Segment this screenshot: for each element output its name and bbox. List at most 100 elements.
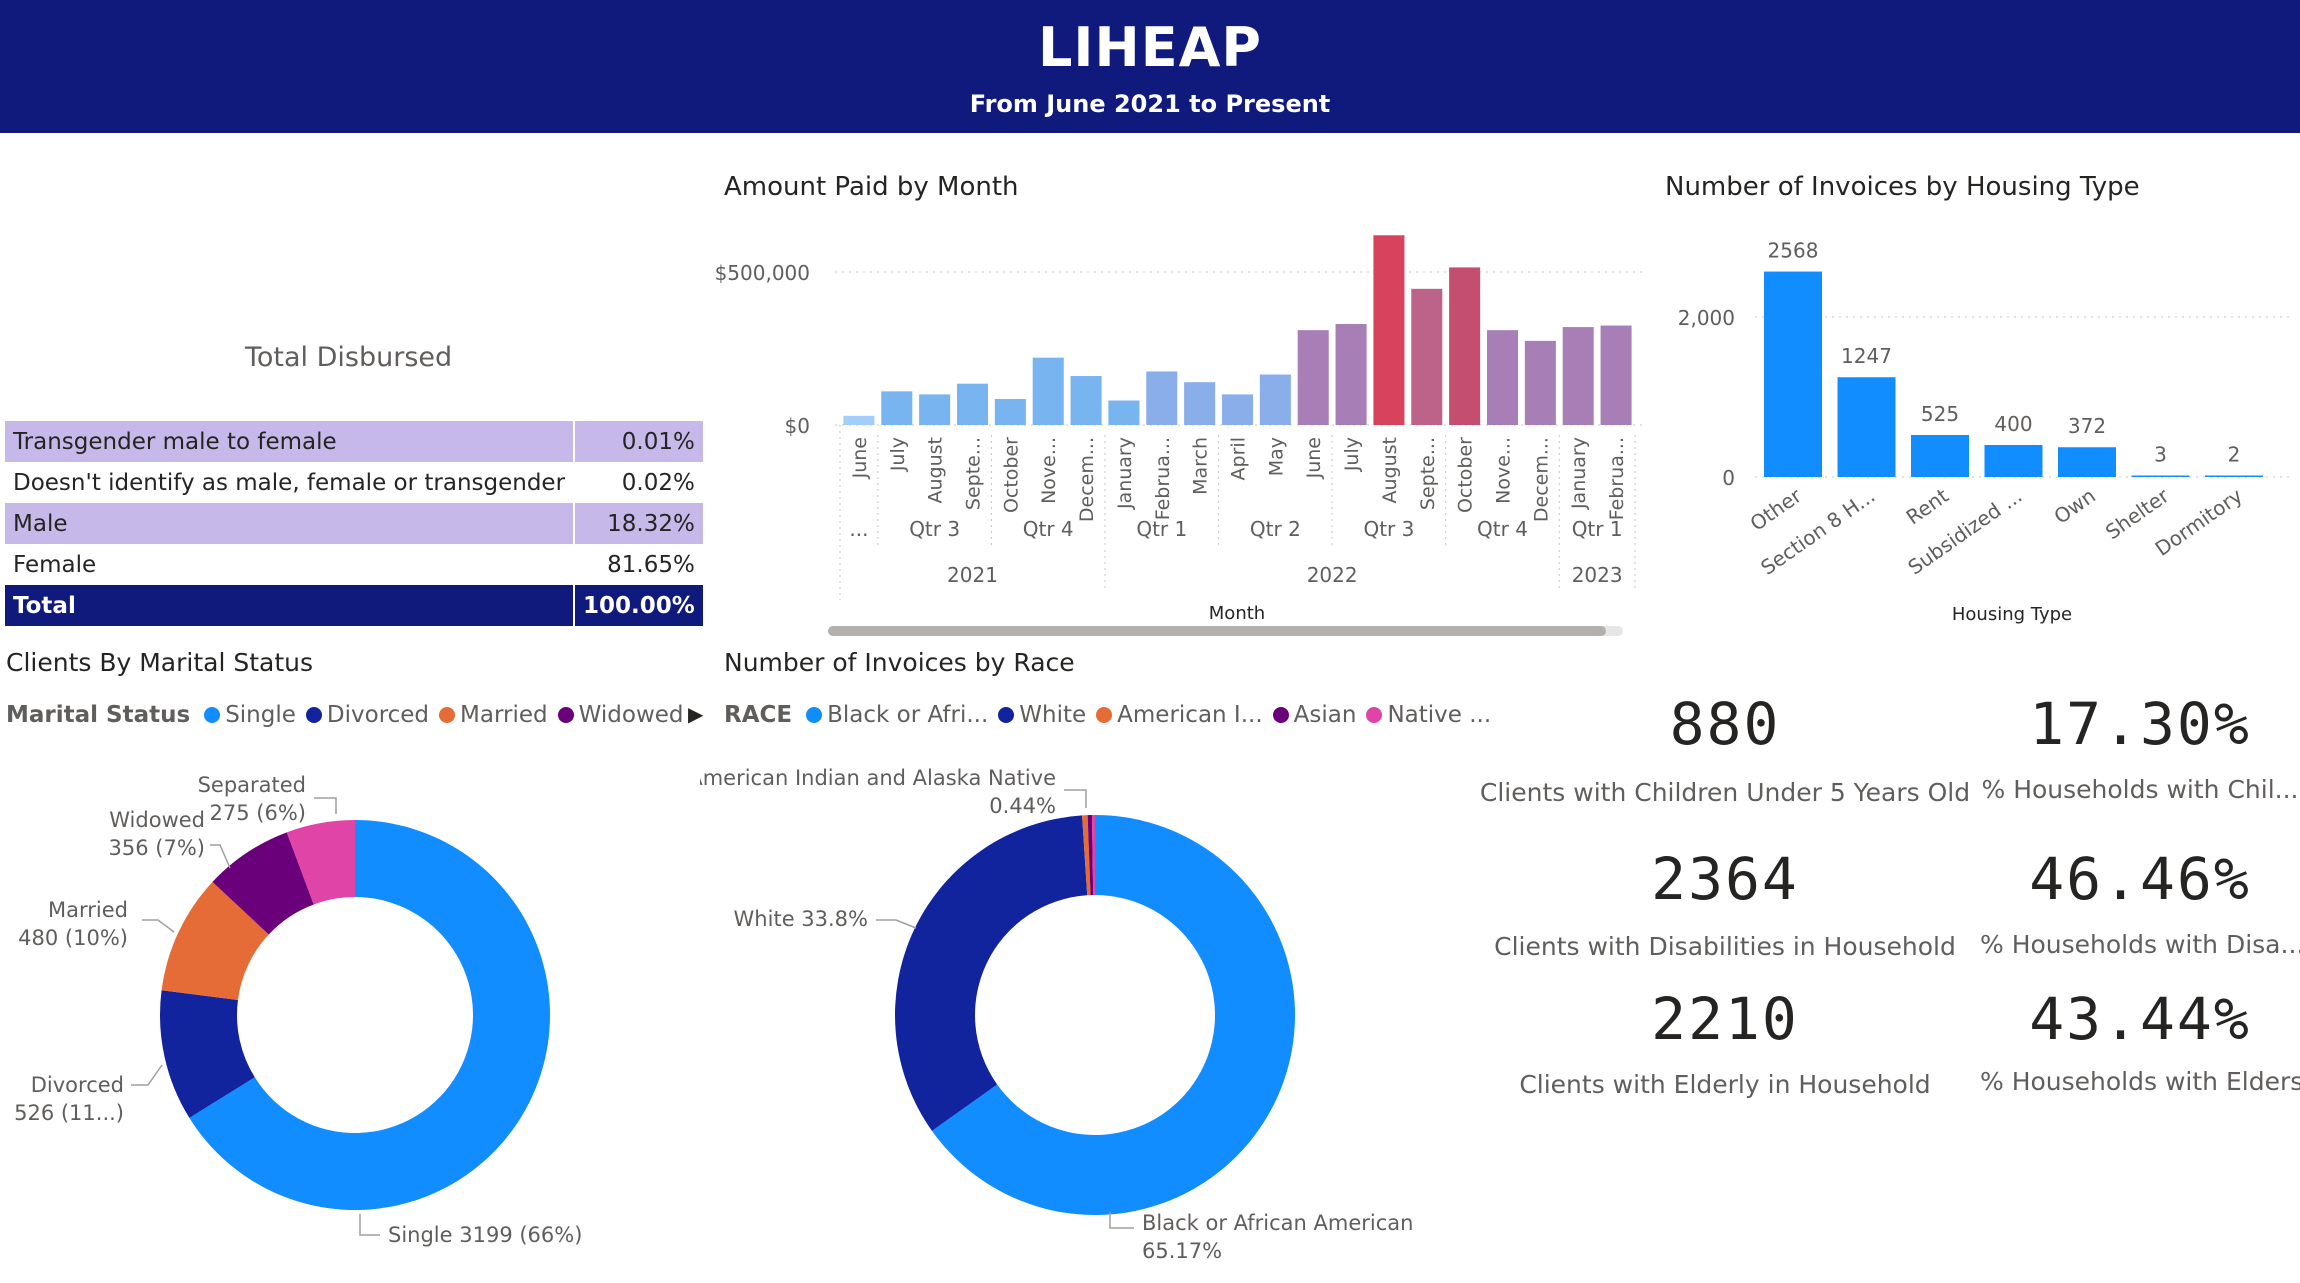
slice-label: Black or African American [1142, 1211, 1413, 1235]
donut-slice [189, 820, 550, 1210]
slice-label: White 33.8% [734, 907, 868, 931]
kpi-label-children-pct: % Households with Chil... [1981, 775, 2299, 804]
quarter-label: Qtr 1 [1136, 517, 1187, 541]
table-row[interactable]: Transgender male to female 0.01% [5, 421, 703, 462]
slice-label: Single 3199 (66%) [388, 1223, 582, 1247]
bar [1259, 374, 1291, 425]
gender-value: 0.01% [573, 421, 703, 462]
report-title: LIHEAP [1038, 16, 1262, 79]
leader-line [359, 1214, 380, 1236]
x-tick-label: Own [2049, 483, 2099, 528]
chevron-right-icon[interactable]: ▶ [688, 702, 704, 726]
year-label: 2021 [947, 563, 998, 587]
donut-slice [286, 820, 355, 905]
donut-slice [159, 990, 255, 1118]
marital-donut-chart: Separated 275 (6%)Widowed 356 (7%) Married 4… [14, 773, 582, 1247]
gender-value: 18.32% [573, 503, 703, 544]
table-row[interactable]: Female 81.65% [5, 544, 703, 585]
kpi-value-children: 880 [1669, 690, 1781, 758]
bar [1524, 340, 1556, 425]
bar [2205, 475, 2263, 477]
legend-item-single[interactable]: Single [204, 702, 296, 728]
bar [1146, 371, 1178, 425]
x-tick-label: Nove... [1493, 437, 1515, 504]
quarter-label: Qtr 3 [909, 517, 960, 541]
x-tick-label: January [1568, 437, 1590, 510]
legend-dot [1096, 707, 1113, 723]
x-tick-label: October [1455, 437, 1477, 513]
slice-label: American Indian and Alaska Native [700, 766, 1056, 790]
bar [1335, 324, 1367, 425]
table-row[interactable]: Doesn't identify as male, female or tran… [5, 462, 703, 503]
total-label: Total [5, 585, 575, 626]
legend-dot [1272, 707, 1289, 723]
legend-item-asian[interactable]: Asian [1272, 702, 1356, 728]
report-subtitle: From June 2021 to Present [969, 90, 1331, 118]
x-tick-label: October [1000, 437, 1022, 513]
legend-dot [557, 707, 574, 723]
x-tick-label: May [1265, 437, 1287, 476]
quarter-label: Qtr 4 [1477, 517, 1528, 541]
bar [1373, 235, 1405, 425]
race-legend: RACE Black or Afri... White American I..… [724, 702, 1501, 728]
legend-item-divorced[interactable]: Divorced [305, 702, 430, 728]
legend-label: Divorced [326, 702, 430, 728]
legend-item-married[interactable]: Married [439, 702, 548, 728]
donut-slice [161, 881, 269, 1001]
data-label: 400 [1994, 412, 2032, 436]
donut-slice [1082, 815, 1091, 896]
x-tick-label: June [849, 437, 871, 479]
bar [1837, 377, 1896, 477]
legend-label: Single [225, 702, 296, 728]
slice-label: Separated [198, 773, 306, 797]
slice-label: Married [48, 898, 128, 922]
legend-label: Married [460, 702, 548, 728]
bar [1297, 330, 1329, 425]
legend-label: Black or Afri... [827, 702, 989, 728]
total-value: 100.00% [573, 585, 703, 626]
legend-item-widowed[interactable]: Widowed [557, 702, 684, 728]
horizontal-scrollbar[interactable] [828, 626, 1606, 636]
donut-slice [1091, 815, 1095, 896]
legend-dot [1366, 707, 1383, 723]
legend-dot [439, 707, 456, 723]
legend-label: Native ... [1387, 702, 1492, 728]
leader-line [210, 844, 231, 869]
kpi-value-disabilities-pct: 46.46% [2029, 845, 2251, 913]
y-tick-label: $500,000 [715, 261, 810, 285]
quarter-label: Qtr 1 [1572, 517, 1623, 541]
x-tick-label: August [925, 437, 947, 504]
x-tick-label: Rent [1902, 483, 1953, 529]
slice-label: 356 (7%) [109, 836, 205, 860]
legend-dot [305, 707, 322, 723]
x-tick-label: Decem... [1530, 437, 1552, 522]
slice-label: 65.17% [1142, 1239, 1222, 1263]
data-label: 525 [1921, 402, 1959, 426]
x-axis-title: Month [1209, 603, 1265, 624]
legend-item-black[interactable]: Black or Afri... [806, 702, 988, 728]
year-label: 2023 [1572, 563, 1623, 587]
x-tick-label: March [1190, 437, 1212, 495]
table-row[interactable]: Male 18.32% [5, 503, 703, 544]
legend-item-american-indian[interactable]: American I... [1096, 702, 1263, 728]
gender-label: Male [5, 503, 575, 544]
data-label: 2568 [1768, 239, 1819, 263]
kpi-label-disabilities-pct: % Households with Disa... [1980, 930, 2300, 959]
legend-label: White [1019, 702, 1087, 728]
leader-line [876, 919, 917, 929]
donut-slice [1087, 815, 1094, 896]
marital-title: Clients By Marital Status [6, 648, 314, 677]
bar [843, 415, 875, 425]
x-tick-label: January [1114, 437, 1136, 510]
kpi-label-elderly: Clients with Elderly in Household [1519, 1070, 1931, 1099]
legend-item-native[interactable]: Native ... [1366, 702, 1491, 728]
data-label: 3 [2154, 443, 2167, 467]
total-disbursed-title: Total Disbursed [245, 342, 453, 373]
legend-item-white[interactable]: White [998, 702, 1086, 728]
slice-label: Widowed [109, 808, 205, 832]
bar [1070, 376, 1102, 425]
x-tick-label: April [1228, 437, 1250, 480]
y-tick-label: 0 [1722, 466, 1735, 490]
gender-table: Transgender male to female 0.01% Doesn't… [5, 421, 703, 626]
year-label: 2022 [1307, 563, 1358, 587]
